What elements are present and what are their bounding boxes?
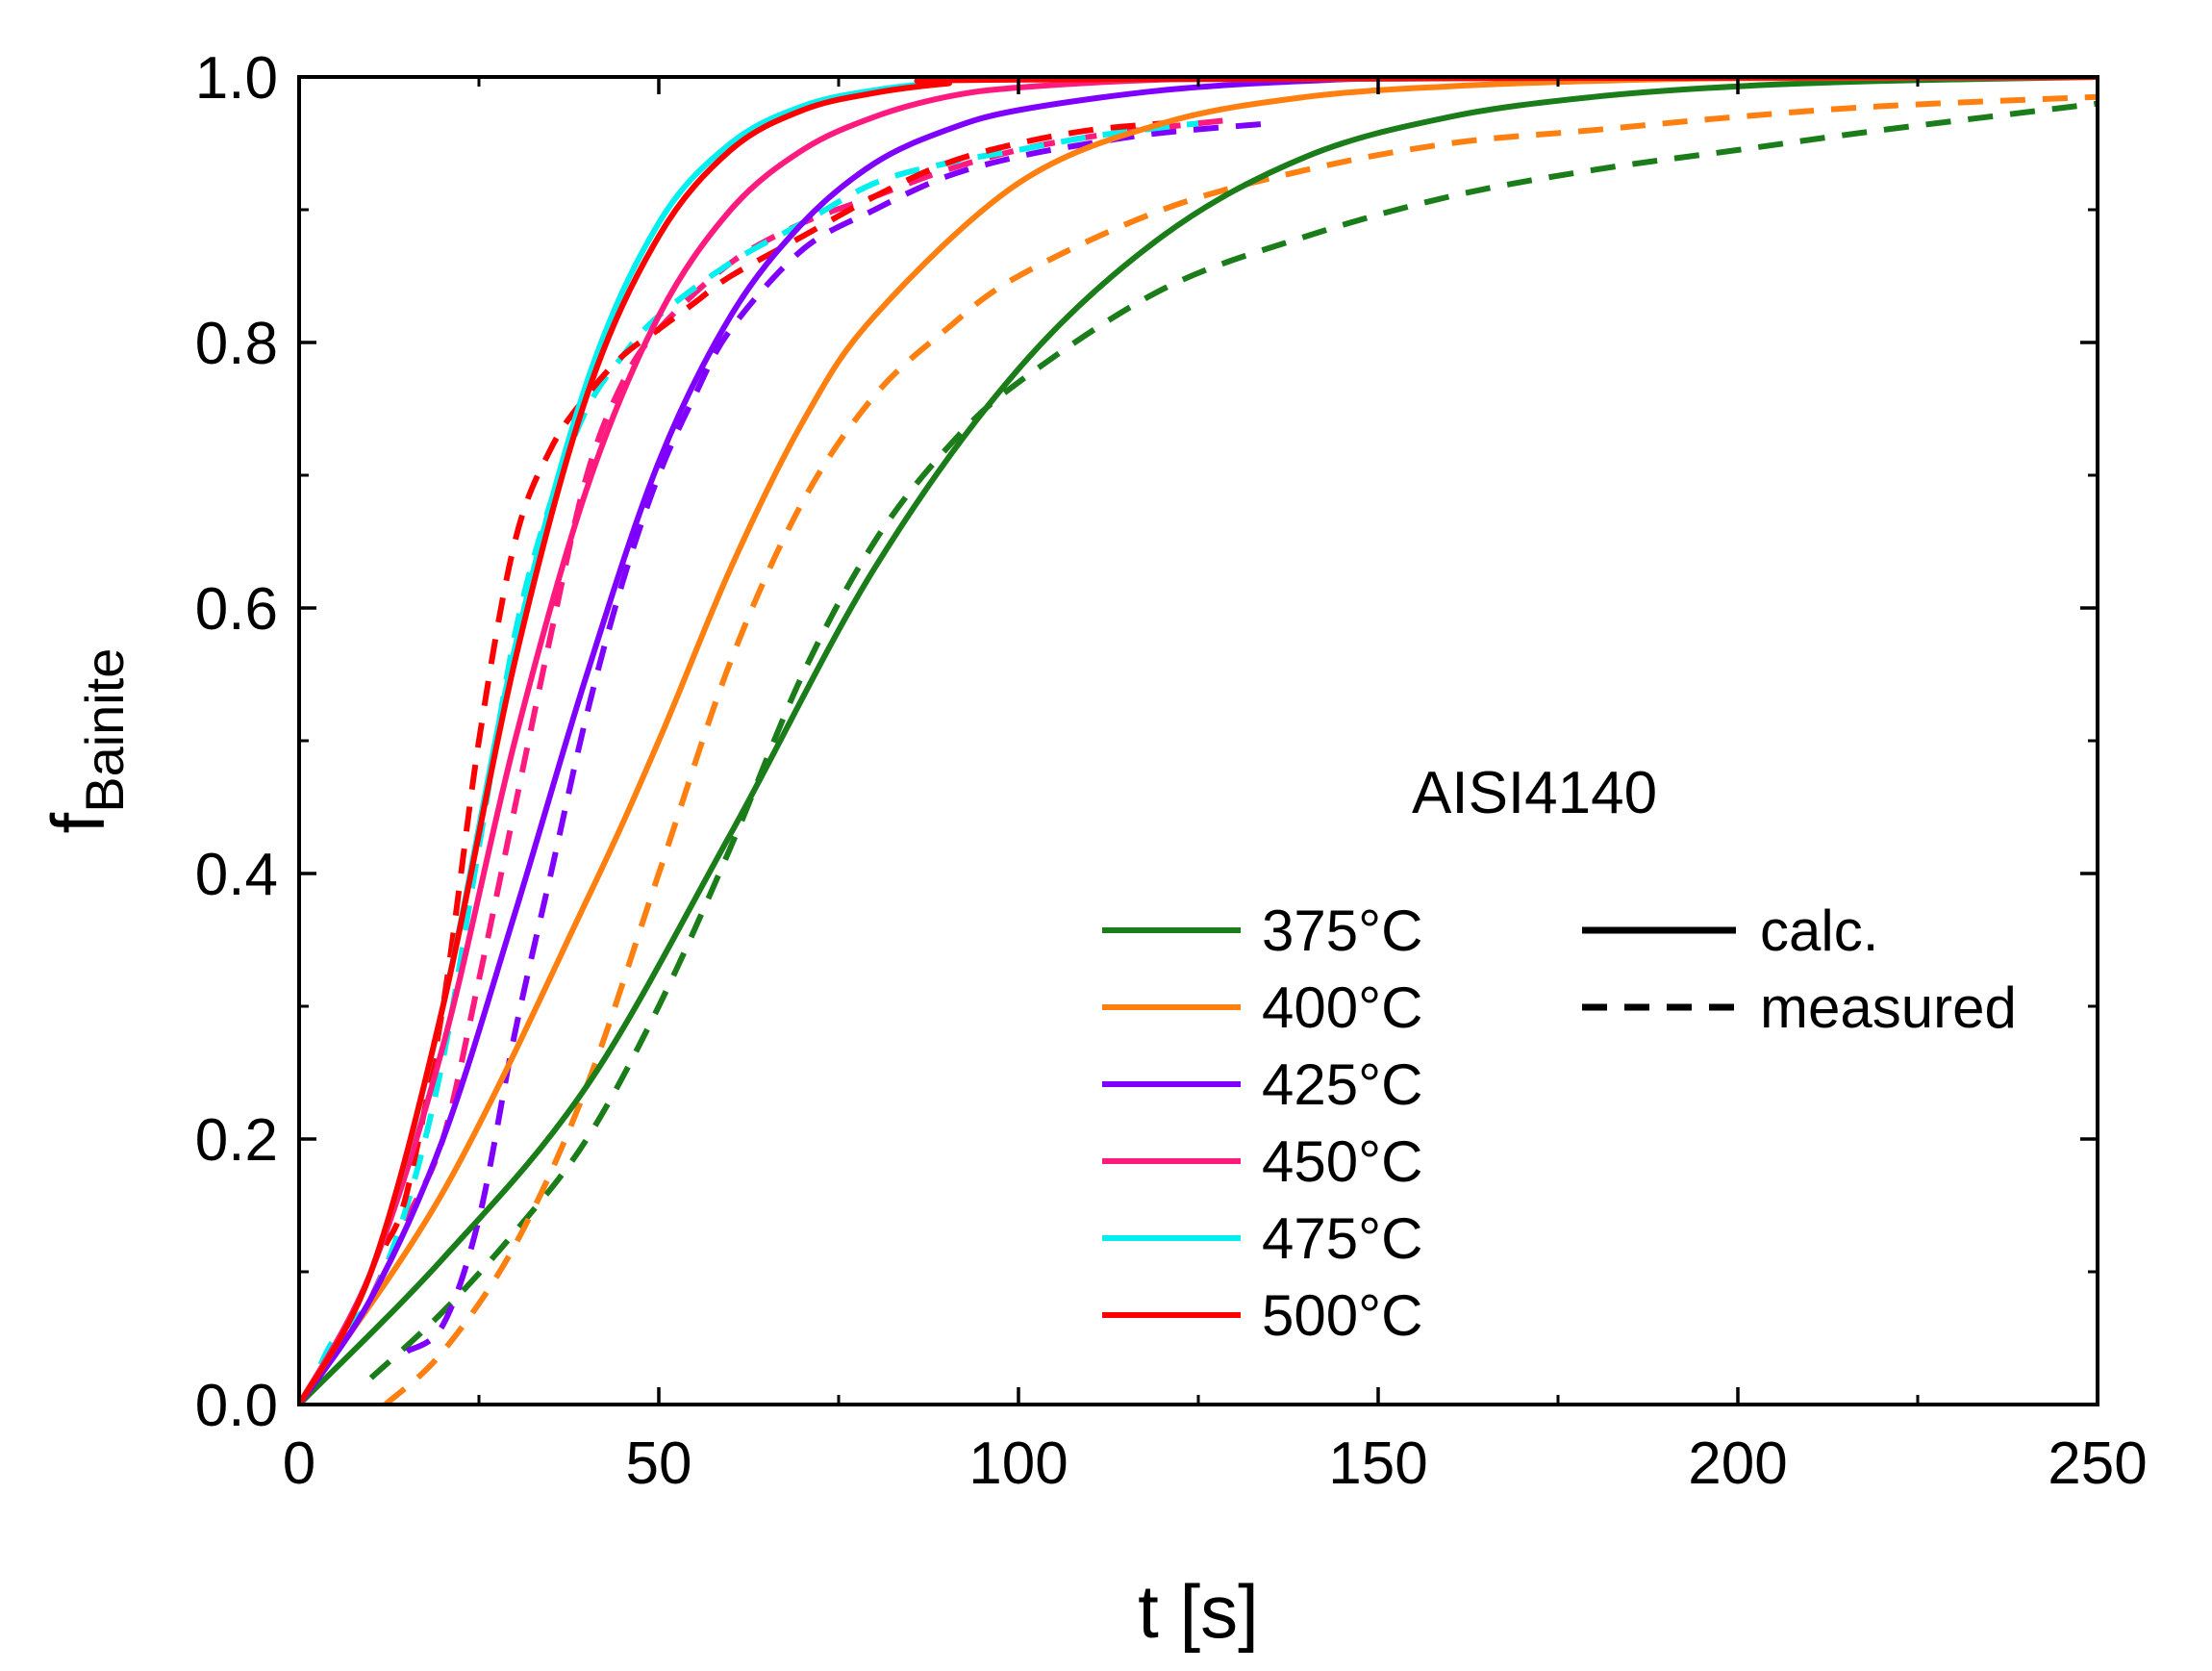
legend-style-label-measured: measured <box>1760 975 2017 1040</box>
legend-label-475-c: 475°C <box>1262 1206 1422 1271</box>
y-tick-label: 0.6 <box>195 576 278 643</box>
legend-label-450-c: 450°C <box>1262 1129 1422 1194</box>
legend-label-425-c: 425°C <box>1262 1052 1422 1117</box>
legend-line-style: calc. measured <box>1582 899 2017 1040</box>
x-tick-label: 250 <box>2048 1430 2147 1497</box>
y-axis-title-main: f <box>36 812 120 833</box>
legend-label-400-c: 400°C <box>1262 975 1422 1040</box>
measured-line-475-c <box>317 120 1199 1367</box>
y-tick-label: 0.2 <box>195 1107 278 1174</box>
legend-label-375-c: 375°C <box>1262 899 1422 963</box>
y-axis-title-subscript: Bainite <box>74 648 135 813</box>
x-tick-label: 50 <box>626 1430 692 1497</box>
y-axis-title: fBainite <box>36 648 135 834</box>
svg-text:fBainite: fBainite <box>36 648 135 834</box>
y-tick-label: 1.0 <box>195 45 278 112</box>
measured-line-425-c <box>405 120 1271 1355</box>
calc-line-375-c <box>299 77 2098 1405</box>
series-layer <box>299 77 2098 1405</box>
measured-line-450-c <box>368 116 1235 1300</box>
tick-layer: 0 50 100 150 200 250 0.0 0.2 0.4 0.6 0.8 1.0 <box>195 45 2148 1497</box>
measured-line-500-c <box>383 120 1163 1247</box>
measured-line-400-c <box>383 93 2098 1405</box>
y-tick-label: 0.0 <box>195 1373 278 1439</box>
x-tick-label: 0 <box>283 1430 315 1497</box>
x-tick-label: 100 <box>968 1430 1068 1497</box>
calc-line-500-c <box>299 77 2098 1405</box>
legend-label-500-c: 500°C <box>1262 1283 1422 1348</box>
y-tick-label: 0.4 <box>195 842 278 908</box>
x-tick-label: 200 <box>1688 1430 1787 1497</box>
x-tick-label: 150 <box>1328 1430 1427 1497</box>
x-axis-title: t [s] <box>1138 1569 1259 1654</box>
y-tick-label: 0.8 <box>195 311 278 377</box>
measured-line-375-c <box>368 100 2098 1380</box>
legend-temperature: 375°C 400°C 425°C 450°C 475°C 500°C <box>1102 899 1422 1348</box>
material-annotation: AISI4140 <box>1412 760 1657 826</box>
legend-style-label-calc: calc. <box>1760 899 1878 963</box>
